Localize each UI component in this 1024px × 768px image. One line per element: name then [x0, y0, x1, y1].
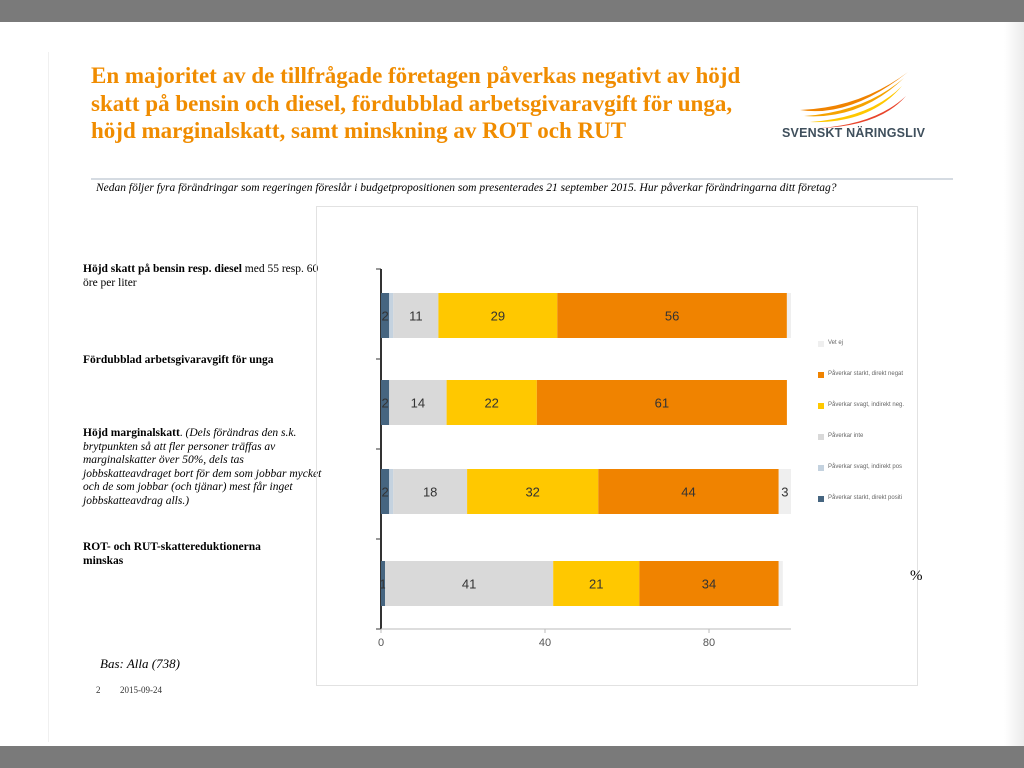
bar-value-label: 22: [484, 396, 498, 411]
page-number: 2: [96, 685, 101, 695]
row-label-bold: Höjd marginalskatt: [83, 427, 180, 439]
bar-segment: [557, 293, 787, 338]
bar-value-label: 56: [665, 309, 679, 324]
bar-segment: [393, 293, 439, 338]
row-label-rest: med 55 resp. 60 öre per liter: [83, 263, 319, 289]
bar-segment: [536, 380, 787, 425]
legend-swatch: [818, 372, 824, 378]
bar-segment: [381, 469, 390, 514]
legend-label: Påverkar svagt, indirekt neg.: [828, 402, 905, 408]
legend-item: Påverkar svagt, indirekt neg.: [818, 402, 928, 414]
legend-item: Påverkar starkt, direkt positi: [818, 495, 928, 507]
bar-segment: [639, 561, 779, 606]
row-label-note: (Dels förändras den s.k. brytpunkten så …: [83, 427, 322, 507]
bar-value-label: 34: [702, 577, 716, 592]
bar-value-label: 32: [525, 485, 539, 500]
legend-label: Påverkar svagt, indirekt pos: [828, 464, 903, 470]
slide-date: 2015-09-24: [120, 685, 162, 695]
row-label-rot-rut: ROT- och RUT-skattereduktionerna minskas: [83, 541, 303, 568]
bottom-bar: [0, 746, 1024, 768]
row-label-bold: Höjd skatt på bensin resp. diesel: [83, 263, 242, 275]
top-bar: [0, 0, 1024, 22]
slide-left-edge: [48, 52, 49, 742]
svenskt-naringsliv-logo: [800, 72, 908, 128]
bar-value-label: 29: [491, 309, 505, 324]
x-tick-label: 40: [539, 637, 551, 649]
legend-item: Vet ej: [818, 340, 928, 352]
bar-segment: [389, 469, 394, 514]
row-label-bold: Fördubblad arbetsgivaravgift för unga: [83, 354, 274, 366]
bar-segment: [446, 380, 537, 425]
stacked-bar-chart: 0 40 80 2 11 29 56 2 14 22 61 2 18 32 44 3 1 41 21 34: [376, 268, 791, 649]
bar-value-label: 41: [462, 577, 476, 592]
bar-segment: [389, 380, 447, 425]
bar-value-label: 61: [655, 396, 669, 411]
legend-item: Påverkar inte: [818, 433, 928, 445]
bar-segment: [553, 561, 640, 606]
bar-value-label: 18: [423, 485, 437, 500]
bar-value-label: 1: [379, 577, 386, 592]
legend-label: Vet ej: [828, 340, 844, 346]
legend-item: Påverkar svagt, indirekt pos: [818, 464, 928, 476]
row-label-employer-fee: Fördubblad arbetsgivaravgift för unga: [83, 354, 333, 368]
slide: En majoritet av de tillfrågade företagen…: [0, 22, 1024, 746]
percent-unit: %: [910, 568, 923, 584]
bar-segment: [786, 293, 791, 338]
bar-segment: [385, 561, 554, 606]
bar-value-label: 2: [381, 485, 388, 500]
bar-segment: [467, 469, 599, 514]
bar-value-label: 2: [381, 396, 388, 411]
bar-value-label: 21: [589, 577, 603, 592]
bar-segment: [393, 469, 468, 514]
bar-segment: [389, 293, 394, 338]
legend-swatch: [818, 465, 824, 471]
legend-swatch: [818, 496, 824, 502]
bar-value-label: 11: [409, 309, 423, 324]
slide-title: En majoritet av de tillfrågade företagen…: [91, 63, 741, 143]
bar-segment: [598, 469, 779, 514]
bar-value-label: 2: [381, 309, 388, 324]
survey-question: Nedan följer fyra förändringar som reger…: [96, 182, 837, 194]
base-note: Bas: Alla (738): [100, 656, 180, 671]
x-tick-label: 0: [378, 637, 384, 649]
row-label-fuel-tax: Höjd skatt på bensin resp. diesel med 55…: [83, 263, 333, 290]
bar-segment: [381, 380, 390, 425]
legend-swatch: [818, 434, 824, 440]
legend-label: Påverkar starkt, direkt negat: [828, 371, 904, 377]
bar-segment: [778, 469, 791, 514]
chart-frame: 0 40 80 2 11 29 56 2 14 22 61 2 18 32 44 3 1 41 21 34: [316, 206, 918, 686]
row-label-bold: ROT- och RUT-skattereduktionerna minskas: [83, 541, 261, 567]
legend-item: Påverkar starkt, direkt negat: [818, 371, 928, 383]
row-label-marginal-tax: Höjd marginalskatt. (Dels förändras den …: [83, 427, 333, 508]
bar-segment: [438, 293, 558, 338]
x-tick-label: 80: [703, 637, 715, 649]
legend-label: Påverkar inte: [828, 433, 864, 439]
logo-text: SVENSKT NÄRINGSLIV: [782, 126, 926, 140]
title-divider: [91, 178, 953, 180]
bar-value-label: 44: [681, 485, 695, 500]
bar-segment: [778, 561, 783, 606]
bar-segment: [381, 293, 390, 338]
row-label-rest: .: [179, 427, 186, 439]
bar-segment: [381, 561, 386, 606]
legend-swatch: [818, 403, 824, 409]
legend-swatch: [818, 341, 824, 347]
legend-label: Påverkar starkt, direkt positi: [828, 495, 903, 501]
slide-right-shadow: [1004, 22, 1024, 746]
bar-value-label: 3: [781, 485, 788, 500]
bar-value-label: 14: [411, 396, 425, 411]
